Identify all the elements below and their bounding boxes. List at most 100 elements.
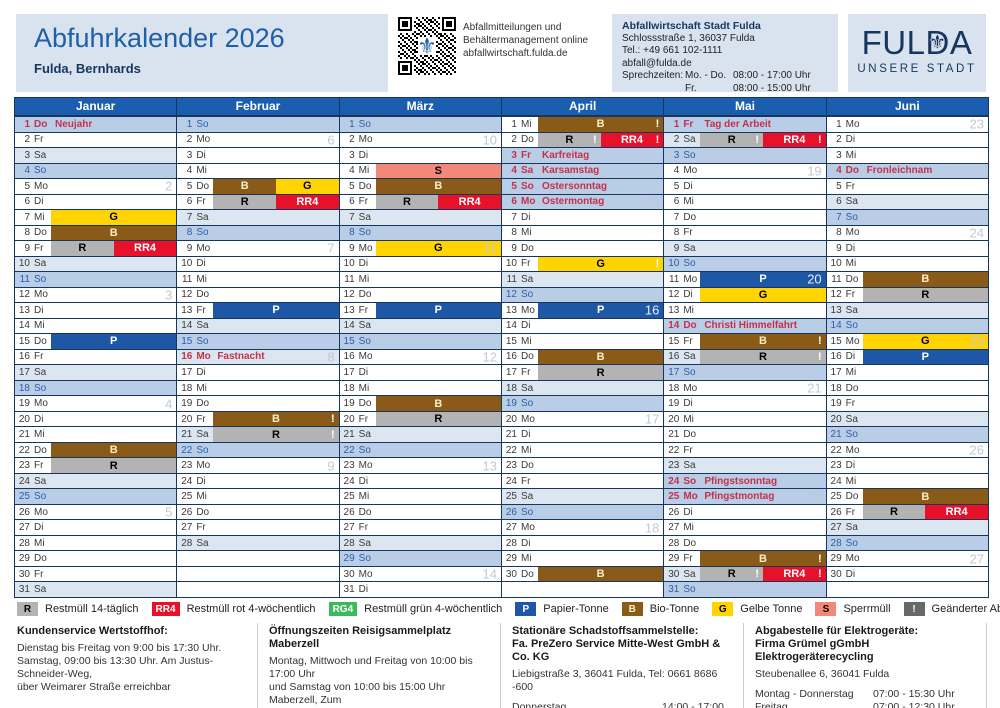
collection-code: RR4 (945, 506, 968, 519)
changed-day-icon: ! (755, 568, 759, 581)
day-weekday: Sa (683, 568, 696, 580)
day-number: 26 (181, 506, 193, 518)
day-row: 4 Do Fronleichnam (826, 162, 988, 179)
day-number: 19 (18, 398, 30, 410)
collection-code: R (727, 568, 736, 581)
day-number: 16 (668, 351, 680, 363)
day-number: 25 (830, 491, 842, 503)
day-row: 10 Mi (826, 255, 988, 272)
day-number: 4 (186, 165, 193, 177)
day-number: 4 (836, 165, 842, 177)
day-weekday: Di (845, 351, 856, 363)
day-number: 14 (668, 320, 680, 332)
day-weekday: So (520, 289, 534, 301)
day-weekday: Sa (683, 460, 696, 472)
day-weekday: Mi (520, 335, 532, 347)
day-weekday: Di (358, 149, 369, 161)
day-number: 13 (343, 304, 355, 316)
day-row: 4 Mi S (339, 162, 501, 179)
day-weekday: Mo (358, 242, 373, 254)
collection-bars: R RR4 (862, 504, 988, 520)
day-number: 8 (349, 227, 355, 239)
day-row: 24 Sa (15, 472, 177, 489)
collection-bar-R: R! (700, 132, 763, 148)
day-row: 27 Sa (826, 519, 988, 535)
day-weekday: Do (520, 242, 534, 254)
day-weekday: Do (358, 180, 372, 192)
day-number: 3 (349, 149, 355, 161)
day-row: 15 Fr B! (664, 333, 826, 349)
day-weekday: So (34, 165, 47, 177)
collection-code: R (727, 133, 736, 146)
day-row: 7 So (826, 209, 988, 225)
footer-title-line: Firma Grümel gGmbH Elektrogeräterecyclin… (755, 638, 874, 663)
day-number: 7 (24, 211, 30, 223)
day-number: 10 (668, 258, 680, 270)
collection-code: B (596, 350, 605, 363)
day-number: 16 (18, 351, 30, 363)
day-weekday: Do (34, 118, 48, 130)
day-row: 6 Mo Ostermontag 15 (501, 193, 664, 209)
day-number: 23 (505, 460, 517, 472)
footer-text-line: Samstag, 09:00 bis 13:30 Uhr. Am Justus-… (17, 655, 214, 680)
day-row: 17 Sa (15, 364, 177, 380)
day-weekday: Di (358, 367, 369, 378)
day-row: 20 Sa (826, 410, 988, 427)
day-number: 26 (830, 506, 842, 518)
collection-code: RR4 (134, 242, 157, 255)
collection-bars: B (537, 349, 664, 365)
collection-bar-B: B! (700, 334, 826, 349)
day-weekday: Mo (358, 134, 373, 146)
footer-text-line: und Samstag von 10:00 bis 15:00 Uhr Mabe… (269, 681, 446, 706)
day-row: 6 Sa (826, 193, 988, 210)
collection-bars: R (537, 365, 664, 380)
collection-code: R (403, 195, 411, 208)
day-row: 7 Mi G (15, 209, 177, 225)
day-number: 9 (836, 242, 842, 254)
day-row: 21 Mi (15, 426, 177, 442)
changed-day-icon: ! (817, 350, 822, 363)
day-weekday: Sa (520, 382, 534, 394)
day-number: 22 (18, 444, 30, 456)
legend-item: RR4 Restmüll rot 4-wöchentlich (151, 602, 316, 616)
day-number: 29 (343, 553, 355, 565)
day-weekday: Mi (196, 165, 207, 177)
collection-bars: G (375, 241, 501, 256)
month-column-märz: März 1 So 2 Mo 10 3 Di 4 Mi S 5 Do B 6 Fr R RR4 7 Sa 8 So 9 Mo G… (339, 98, 501, 597)
day-number: 23 (668, 460, 680, 472)
collection-code: R (921, 288, 930, 301)
day-weekday: Do (520, 351, 534, 363)
legend-swatch-RG4: RG4 (328, 602, 358, 616)
footer-title-line: Öffnungszeiten Reisigsammelplatz Maberze… (269, 625, 452, 650)
day-number: 2 (836, 134, 842, 146)
day-row: 19 Di (664, 395, 826, 411)
day-number: 18 (181, 382, 193, 394)
day-weekday: Mi (683, 304, 694, 316)
week-number: 4 (165, 396, 173, 412)
week-number: 19 (807, 163, 822, 179)
day-weekday: So (683, 584, 696, 596)
day-weekday: Mi (845, 149, 857, 161)
holiday-label: Christi Himmelfahrt (704, 320, 798, 332)
hours-days: Fr. (685, 82, 697, 94)
day-number: 23 (343, 460, 355, 472)
day-weekday: Fr (683, 553, 693, 565)
day-weekday: Sa (683, 134, 696, 146)
day-row: 29 Fr B! (664, 550, 826, 566)
collection-bars: R! RR4! (700, 132, 826, 148)
collection-bars: G (51, 210, 177, 225)
day-weekday: Do (34, 227, 47, 239)
day-weekday: Mi (358, 165, 370, 177)
day-row: 16 Do B (501, 348, 664, 365)
day-weekday: Do (683, 320, 697, 332)
calendar-grid: Januar 1 Do Neujahr 2 Fr 3 Sa 4 So 5 Mo 2 6 Di 7 Mi G 8 Do B… (14, 97, 989, 598)
day-row: 6 Fr R RR4 (339, 193, 501, 210)
week-number: 20 (807, 271, 822, 287)
day-weekday: Do (358, 506, 372, 518)
day-row: 3 Mi (826, 147, 988, 163)
week-number: 13 (482, 458, 497, 474)
qr-caption-line: Abfallmitteilungen und (463, 22, 562, 33)
changed-day-icon: ! (818, 568, 822, 581)
day-weekday: Fr (520, 258, 531, 270)
day-number: 23 (830, 460, 842, 472)
